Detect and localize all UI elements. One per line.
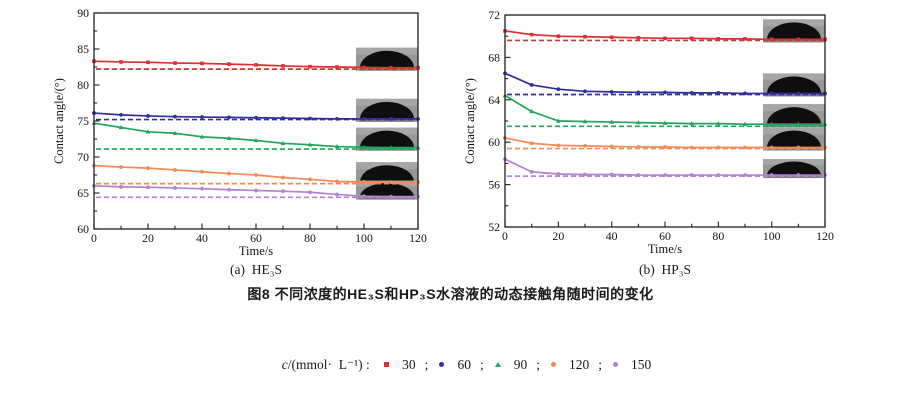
droplet-photo-120: [763, 127, 825, 151]
svg-text:68: 68: [488, 50, 500, 64]
series-120: [92, 163, 420, 185]
chart-a-he3s: 0 20 40 60 80 100 120 60 65 70 75 80 85 90 Time/s Conta…: [52, 6, 427, 258]
svg-text:120: 120: [816, 229, 834, 243]
droplet-photo-120: [356, 162, 418, 186]
legend-prefix-symbol: c: [281, 357, 288, 372]
legend-prefix-units: /(mmol· L⁻¹) :: [287, 357, 374, 372]
series-90: [91, 120, 421, 150]
svg-text:100: 100: [355, 231, 373, 245]
legend-marker-150: [612, 362, 618, 368]
svg-text:100: 100: [763, 229, 781, 243]
series-150: [92, 183, 420, 199]
svg-text:60: 60: [488, 135, 500, 149]
droplet-photo-150: [763, 159, 825, 179]
svg-text:90: 90: [77, 6, 89, 20]
legend-marker-90: [494, 362, 501, 368]
legend-separator: ;: [598, 357, 602, 372]
svg-text:60: 60: [659, 229, 671, 243]
y-axis-label: Contact angle/(°): [52, 78, 66, 164]
legend-separator: ;: [536, 357, 540, 372]
axis-ticks-labels: 0 20 40 60 80 100 120 52 56 60 64 68 72: [488, 8, 834, 243]
svg-text:60: 60: [77, 222, 89, 236]
svg-text:85: 85: [77, 42, 89, 56]
legend-label-60: 60: [457, 357, 471, 372]
legend-label-150: 150: [630, 357, 652, 372]
x-axis-label: Time/s: [239, 244, 273, 258]
chart-b-hp3s: 0 20 40 60 80 100 120 52 56 60 64 68 72 Time/s Contact…: [463, 8, 834, 256]
svg-text:120: 120: [409, 231, 427, 245]
legend-row: c/(mmol· L⁻¹) : 30; 60; 90; 120; 150: [16, 357, 901, 373]
svg-text:70: 70: [77, 150, 89, 164]
legend-marker-60: [439, 362, 445, 368]
svg-text:52: 52: [488, 220, 500, 234]
svg-text:80: 80: [712, 229, 724, 243]
svg-text:80: 80: [304, 231, 316, 245]
svg-text:0: 0: [502, 229, 508, 243]
svg-text:72: 72: [488, 8, 500, 22]
series-150: [503, 157, 827, 177]
legend-separator: ;: [424, 357, 429, 372]
droplet-photo-insets: [356, 47, 418, 200]
svg-text:40: 40: [606, 229, 618, 243]
droplet-photo-30: [763, 19, 825, 43]
axis-ticks-labels: 0 20 40 60 80 100 120 60 65 70 75 80 85 90: [77, 6, 427, 245]
y-axis-label: Contact angle/(°): [463, 78, 477, 164]
legend-label-30: 30: [402, 357, 416, 372]
svg-text:80: 80: [77, 78, 89, 92]
svg-text:64: 64: [488, 93, 500, 107]
legend-separator: ;: [479, 357, 484, 372]
subcaption-a: (a) HE₃S: [230, 262, 282, 277]
series-60: [92, 111, 420, 121]
svg-text:40: 40: [196, 231, 208, 245]
legend-prefix: c/(mmol· L⁻¹) :: [282, 357, 373, 373]
legend-label-90: 90: [513, 357, 528, 372]
x-axis-label: Time/s: [648, 242, 682, 256]
legend-marker-120: [550, 362, 556, 368]
svg-text:60: 60: [250, 231, 262, 245]
droplet-photo-60: [763, 73, 825, 97]
svg-text:75: 75: [77, 114, 89, 128]
svg-text:0: 0: [91, 231, 97, 245]
legend-label-120: 120: [568, 357, 590, 372]
figure-caption: 图8 不同浓度的HE₃S和HP₃S水溶液的动态接触角随时间的变化: [247, 286, 654, 302]
svg-text:20: 20: [552, 229, 564, 243]
svg-text:65: 65: [77, 186, 89, 200]
legend-items: 30; 60; 90; 120; 150: [373, 357, 651, 373]
droplet-photo-insets: [763, 19, 825, 179]
svg-text:20: 20: [142, 231, 154, 245]
series-60: [503, 71, 827, 96]
droplet-photo-90: [763, 104, 825, 128]
legend-marker-30: [384, 362, 390, 368]
subcaption-b: (b) HP₃S: [639, 262, 691, 277]
svg-text:56: 56: [488, 178, 500, 192]
